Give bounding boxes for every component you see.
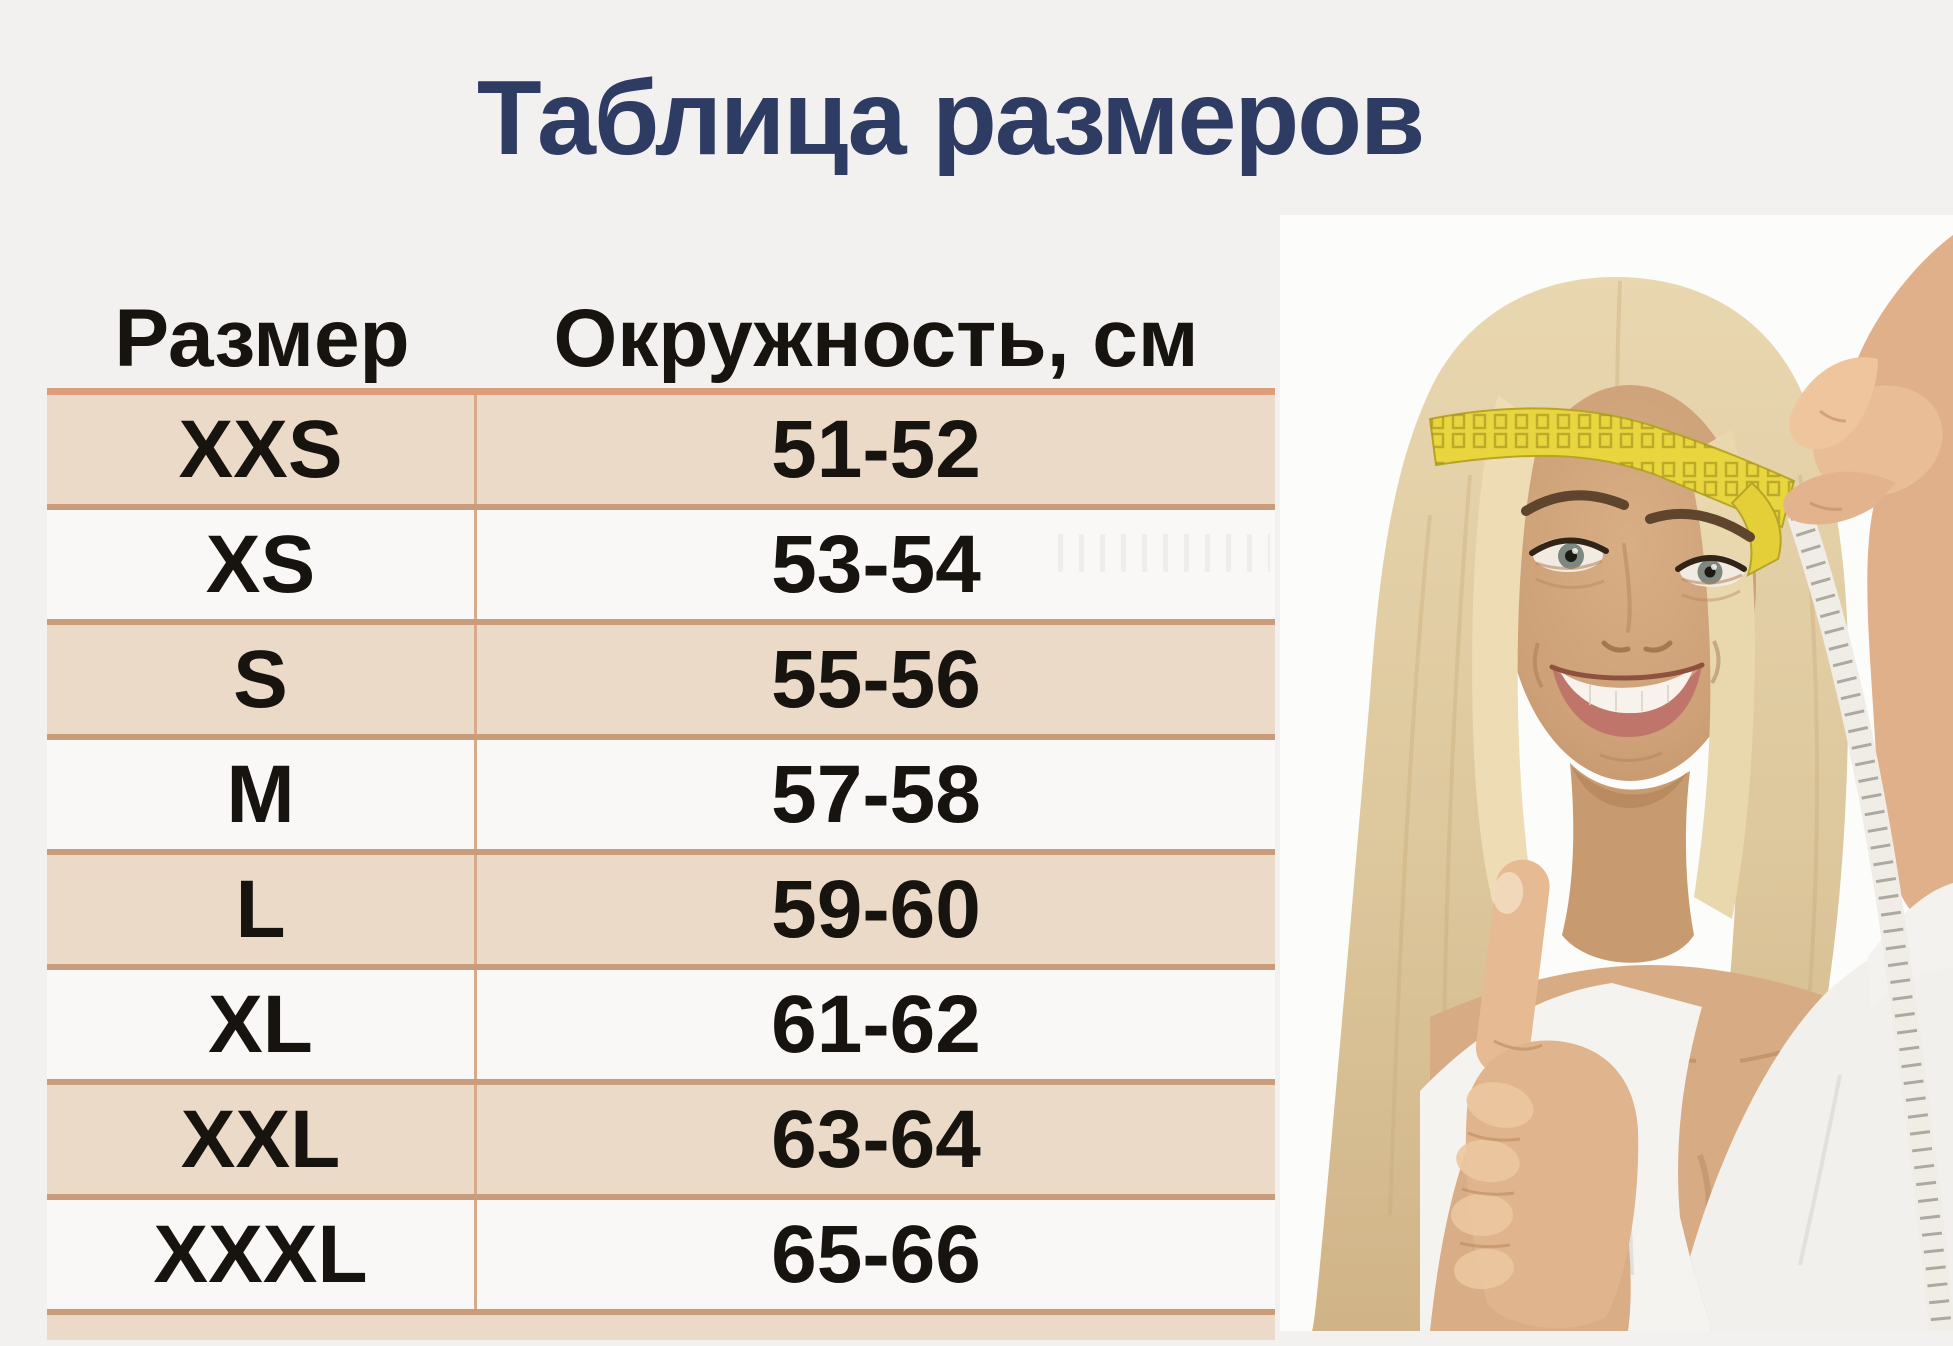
size-cell: XS: [47, 510, 477, 619]
table-row: XXL 63-64: [47, 1085, 1275, 1200]
measuring-tape-headband: [1428, 407, 1796, 578]
table-row: M 57-58: [47, 740, 1275, 855]
size-cell: M: [47, 740, 477, 849]
size-cell: XXS: [47, 395, 477, 504]
thumbs-up-hand: [1430, 859, 1639, 1331]
woman-photo: [1280, 215, 1953, 1331]
circumference-cell: 61-62: [771, 978, 981, 1070]
size-cell: XXL: [47, 1085, 477, 1194]
size-cell: L: [47, 855, 477, 964]
table-header-row: Размер Окружность, см: [47, 290, 1275, 388]
table-row: XXS 51-52: [47, 395, 1275, 510]
pinching-hand: [1783, 357, 1943, 525]
table-row: S 55-56: [47, 625, 1275, 740]
header-size: Размер: [114, 293, 410, 384]
left-eye: [1529, 537, 1609, 590]
table-row: XL 61-62: [47, 970, 1275, 1085]
table-top-border: [47, 388, 1275, 395]
hair-front-right: [1686, 429, 1756, 919]
circumference-cell: 59-60: [771, 863, 981, 955]
size-cell: S: [47, 625, 477, 734]
hair-front-left: [1472, 395, 1542, 935]
thumb-up: [1475, 859, 1550, 1075]
thumb: [1783, 471, 1896, 525]
circumference-cell: 55-56: [771, 633, 981, 725]
table-row: XS 53-54: [47, 510, 1275, 625]
eyebrows: [1521, 490, 1755, 542]
nose: [1601, 543, 1673, 653]
table-row: XXXL 65-66: [47, 1200, 1275, 1315]
size-cell: XXXL: [47, 1200, 477, 1309]
thumb-nail: [1492, 872, 1524, 914]
right-eye: [1675, 555, 1747, 602]
table-row: L 59-60: [47, 855, 1275, 970]
smiling-mouth: [1532, 640, 1721, 763]
neck: [1562, 763, 1694, 963]
circumference-cell: 57-58: [771, 748, 981, 840]
circumference-cell: 53-54: [771, 518, 981, 610]
circumference-cell: 51-52: [771, 403, 981, 495]
tape-end-flap: [1730, 481, 1782, 578]
index-finger: [1789, 357, 1878, 450]
size-cell: XL: [47, 970, 477, 1079]
circumference-cell: 65-66: [771, 1208, 981, 1300]
watermark-artifact: [1058, 534, 1270, 572]
header-circumference: Окружность, см: [553, 293, 1199, 384]
page-title: Таблица размеров: [476, 59, 1425, 177]
curled-fingers: [1451, 1082, 1534, 1290]
size-table: Размер Окружность, см XXS 51-52 XS 53-54…: [47, 290, 1275, 1340]
hanging-tape-measure: [1787, 510, 1953, 1331]
table-bottom-strip: [47, 1315, 1275, 1340]
circumference-cell: 63-64: [771, 1093, 981, 1185]
